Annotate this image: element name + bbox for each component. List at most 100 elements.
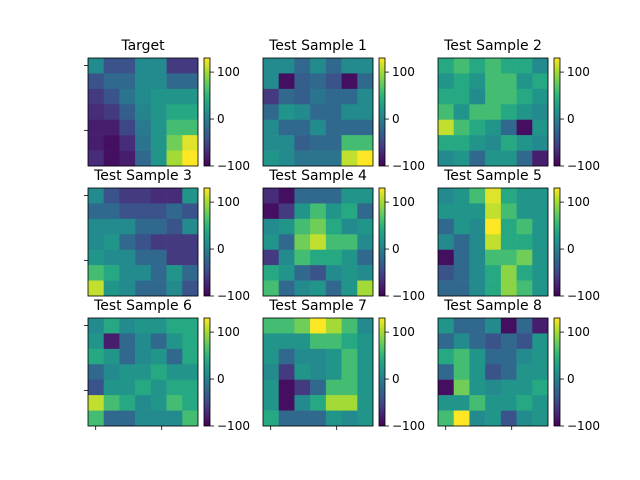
heatmap-cell	[88, 265, 105, 281]
heatmap-cell	[88, 410, 105, 427]
heatmap-cell	[310, 364, 327, 381]
heatmap-cell	[357, 395, 374, 411]
heatmap-cell	[88, 218, 105, 235]
heatmap-cell	[310, 410, 327, 427]
heatmap-cell	[341, 249, 358, 266]
panel-frame	[87, 317, 199, 427]
heatmap-cell	[516, 135, 533, 151]
heatmap-cell	[263, 379, 280, 396]
heatmap-cell	[341, 58, 358, 74]
heatmap-cell	[310, 348, 327, 365]
heatmap-cell	[485, 410, 502, 427]
heatmap-cell	[469, 218, 486, 235]
heatmap-cell	[103, 188, 120, 204]
heatmap-cell	[135, 104, 152, 121]
heatmap-cell	[500, 88, 517, 105]
heatmap-cell	[119, 364, 136, 381]
heatmap-cell	[103, 265, 120, 281]
heatmap-cell	[469, 379, 486, 396]
heatmap-cell	[119, 379, 136, 396]
heatmap-cell	[119, 249, 136, 266]
heatmap-cell	[325, 188, 342, 204]
heatmap-cell	[263, 234, 280, 251]
heatmap-cell	[150, 73, 167, 90]
heatmap-cell	[325, 364, 342, 381]
heatmap-cell	[182, 188, 199, 204]
heatmap-cell	[453, 280, 470, 297]
heatmap-cell	[294, 249, 311, 266]
heatmap-cell	[135, 333, 152, 350]
heatmap-cell	[453, 88, 470, 105]
heatmap-cell	[310, 280, 327, 297]
heatmap-cell	[310, 234, 327, 251]
heatmap-cell	[341, 410, 358, 427]
heatmap-cell	[485, 188, 502, 204]
heatmap-cell	[294, 395, 311, 411]
heatmap-cell	[182, 203, 199, 220]
colorbar-tick-label: −100	[217, 419, 250, 433]
heatmap-cell	[325, 104, 342, 121]
heatmap-cell	[278, 188, 295, 204]
heatmap-cell	[532, 265, 549, 281]
heatmap-cell	[182, 265, 199, 281]
heatmap-cell	[469, 119, 486, 136]
heatmap-cell	[103, 395, 120, 411]
heatmap-cell	[438, 318, 455, 334]
heatmap-cell	[357, 318, 374, 334]
heatmap-cell	[166, 119, 183, 136]
heatmap-cell	[88, 135, 105, 151]
heatmap-cell	[516, 318, 533, 334]
heatmap-cell	[469, 249, 486, 266]
heatmap-cell	[341, 395, 358, 411]
heatmap-cell	[135, 364, 152, 381]
heatmap-cell	[485, 379, 502, 396]
heatmap-cell	[150, 395, 167, 411]
heatmap-cell	[166, 88, 183, 105]
heatmap-cell	[263, 395, 280, 411]
heatmap-cell	[532, 218, 549, 235]
heatmap-cell	[453, 379, 470, 396]
heatmap-cell	[294, 188, 311, 204]
heatmap-cell	[500, 333, 517, 350]
heatmap-cell	[500, 265, 517, 281]
heatmap-cell	[182, 104, 199, 121]
colorbar-tick-label: −100	[392, 289, 425, 303]
heatmap-cell	[325, 234, 342, 251]
heatmap-cell	[182, 218, 199, 235]
heatmap-cell	[150, 234, 167, 251]
colorbar-tick-label: 100	[217, 65, 240, 79]
heatmap-cell	[166, 58, 183, 74]
panel-frame	[87, 187, 199, 297]
heatmap-cell	[150, 379, 167, 396]
heatmap-cell	[453, 318, 470, 334]
heatmap-cell	[103, 364, 120, 381]
heatmap-cell	[182, 348, 199, 365]
heatmap-cell	[119, 265, 136, 281]
heatmap-cell	[341, 379, 358, 396]
heatmap-cell	[357, 265, 374, 281]
heatmap-cell	[103, 379, 120, 396]
heatmap-cell	[182, 333, 199, 350]
heatmap-cell	[485, 348, 502, 365]
heatmap-cell	[166, 318, 183, 334]
heatmap-cell	[438, 364, 455, 381]
heatmap-cell	[357, 58, 374, 74]
heatmap-cell	[325, 135, 342, 151]
heatmap-cell	[263, 73, 280, 90]
heatmap-cell	[119, 348, 136, 365]
heatmap-cell	[310, 188, 327, 204]
heatmap-cell	[500, 249, 517, 266]
panel-frame	[262, 187, 374, 297]
heatmap-cell	[341, 265, 358, 281]
heatmap-cell	[485, 88, 502, 105]
heatmap-cell	[310, 150, 327, 167]
heatmap-cell	[103, 73, 120, 90]
heatmap-cell	[341, 234, 358, 251]
heatmap-cell	[88, 150, 105, 167]
colorbar-tick-label: 0	[392, 112, 400, 126]
heatmap-cell	[263, 348, 280, 365]
heatmap-cell	[516, 348, 533, 365]
heatmap-cell	[103, 218, 120, 235]
colorbar-tick-label: 0	[392, 372, 400, 386]
heatmap-cell	[438, 265, 455, 281]
